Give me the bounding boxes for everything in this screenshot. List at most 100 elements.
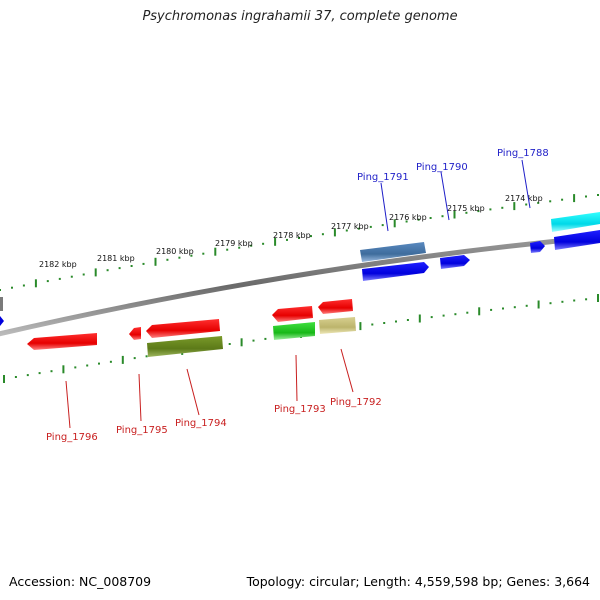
gene-blue-small[interactable] bbox=[530, 241, 545, 253]
backbone-left-stub bbox=[0, 297, 3, 311]
scale-tick-minor bbox=[454, 313, 457, 316]
gene-blue-1788[interactable] bbox=[554, 230, 600, 250]
gene-label-ping-1793[interactable]: Ping_1793 bbox=[274, 404, 326, 415]
scale-tick-minor bbox=[70, 275, 73, 278]
gene-blue-1790[interactable] bbox=[440, 255, 470, 269]
scale-tick-minor bbox=[537, 201, 540, 204]
outer-scale-ticks bbox=[0, 194, 599, 291]
leader-ping-1793 bbox=[295, 354, 298, 402]
map-title: Psychromonas ingrahamii 37, complete gen… bbox=[142, 9, 458, 24]
leader-ping-1792 bbox=[340, 348, 354, 393]
gene-label-ping-1790[interactable]: Ping_1790 bbox=[416, 162, 468, 173]
scale-tick-minor bbox=[561, 198, 564, 201]
scale-tick-major bbox=[478, 307, 481, 316]
scale-tick-major bbox=[513, 202, 516, 211]
topology-value: circular bbox=[309, 574, 356, 589]
scale-tick-minor bbox=[357, 227, 360, 230]
scale-tick-minor bbox=[395, 320, 397, 323]
scale-tick-minor bbox=[371, 323, 374, 326]
scale-tick-minor bbox=[525, 203, 528, 206]
leader-ping-1795 bbox=[138, 373, 142, 422]
leader-ping-1790 bbox=[440, 171, 450, 221]
scale-tick-minor bbox=[226, 248, 229, 251]
scale-tick-minor bbox=[417, 218, 420, 221]
scale-tick-minor bbox=[466, 311, 469, 314]
leader-ping-1791 bbox=[380, 182, 389, 232]
scale-tick-minor bbox=[585, 298, 588, 301]
scale-tick-minor bbox=[310, 235, 312, 238]
scale-tick-minor bbox=[286, 238, 288, 241]
scale-tick-minor bbox=[597, 194, 599, 196]
scale-tick-minor bbox=[252, 339, 255, 342]
gene-red-1796[interactable] bbox=[27, 333, 97, 350]
scale-tick-minor bbox=[549, 200, 552, 203]
scale-tick-major bbox=[274, 237, 277, 246]
scale-tick-minor bbox=[441, 215, 444, 218]
gene-khaki[interactable] bbox=[319, 317, 356, 334]
gene-red-1792[interactable] bbox=[318, 299, 353, 314]
scale-tick-minor bbox=[573, 299, 576, 302]
gene-label-ping-1791[interactable]: Ping_1791 bbox=[357, 172, 409, 183]
scale-tick-minor bbox=[429, 217, 432, 219]
scale-label-2179: 2179 kbp bbox=[215, 239, 253, 248]
scale-tick-minor bbox=[561, 300, 564, 303]
scale-tick-minor bbox=[82, 273, 85, 276]
gene-red-1795[interactable] bbox=[129, 327, 141, 340]
scale-label-2178: 2178 kbp bbox=[273, 231, 311, 240]
scale-tick-minor bbox=[585, 195, 587, 198]
scale-label-2176: 2176 kbp bbox=[389, 213, 427, 222]
gene-red-1793[interactable] bbox=[272, 306, 313, 322]
scale-tick-minor bbox=[26, 374, 29, 377]
scale-tick-major bbox=[154, 257, 157, 266]
gene-red-1794[interactable] bbox=[146, 319, 220, 338]
scale-tick-major bbox=[214, 247, 217, 256]
leader-ping-1796 bbox=[65, 380, 71, 429]
scale-tick-minor bbox=[106, 269, 109, 272]
scale-tick-minor bbox=[465, 211, 468, 214]
scale-label-2181: 2181 kbp bbox=[97, 254, 135, 263]
gene-label-ping-1796[interactable]: Ping_1796 bbox=[46, 432, 98, 443]
scale-tick-minor bbox=[133, 357, 136, 360]
length-label: Length: bbox=[363, 574, 411, 589]
scale-tick-minor bbox=[381, 224, 384, 227]
scale-tick-minor bbox=[525, 304, 528, 307]
length-value: 4,559,598 bp bbox=[414, 574, 499, 589]
scale-tick-major bbox=[537, 300, 540, 309]
scale-tick-minor bbox=[202, 252, 205, 255]
scale-tick-major bbox=[573, 194, 576, 203]
gene-label-ping-1788[interactable]: Ping_1788 bbox=[497, 148, 549, 159]
scale-tick-minor bbox=[58, 277, 61, 280]
scale-tick-minor bbox=[46, 280, 49, 283]
scale-tick-minor bbox=[145, 355, 148, 358]
scale-tick-minor bbox=[262, 242, 265, 245]
scale-tick-minor bbox=[501, 206, 504, 209]
accession-info: Accession: NC_008709 bbox=[9, 574, 151, 589]
scale-tick-minor bbox=[513, 306, 516, 309]
accession-label: Accession: bbox=[9, 574, 76, 589]
scale-tick-minor bbox=[250, 244, 253, 247]
gene-green[interactable] bbox=[273, 322, 315, 340]
gene-steelblue[interactable] bbox=[360, 242, 426, 262]
gene-label-ping-1794[interactable]: Ping_1794 bbox=[175, 418, 227, 429]
gene-label-ping-1795[interactable]: Ping_1795 bbox=[116, 425, 168, 436]
scale-tick-minor bbox=[345, 229, 348, 232]
gene-label-ping-1792[interactable]: Ping_1792 bbox=[330, 397, 382, 408]
gene-blue-left-edge[interactable] bbox=[0, 316, 4, 326]
scale-tick-major bbox=[3, 375, 5, 383]
scale-tick-minor bbox=[22, 284, 25, 287]
genes-value: 3,664 bbox=[554, 574, 590, 589]
scale-tick-minor bbox=[50, 370, 53, 373]
gene-cyan[interactable] bbox=[551, 212, 600, 232]
genome-backbone bbox=[0, 234, 600, 337]
scale-tick-minor bbox=[430, 316, 433, 319]
gene-olive[interactable] bbox=[147, 336, 223, 357]
scale-tick-minor bbox=[0, 289, 1, 291]
scale-label-2182: 2182 kbp bbox=[39, 260, 77, 269]
scale-tick-minor bbox=[38, 372, 41, 375]
topology-label: Topology: bbox=[246, 574, 306, 589]
scale-tick-minor bbox=[109, 360, 112, 363]
gene-blue-1791[interactable] bbox=[362, 262, 429, 281]
scale-tick-minor bbox=[130, 265, 133, 267]
scale-tick-minor bbox=[264, 337, 267, 340]
scale-tick-major bbox=[597, 294, 599, 302]
